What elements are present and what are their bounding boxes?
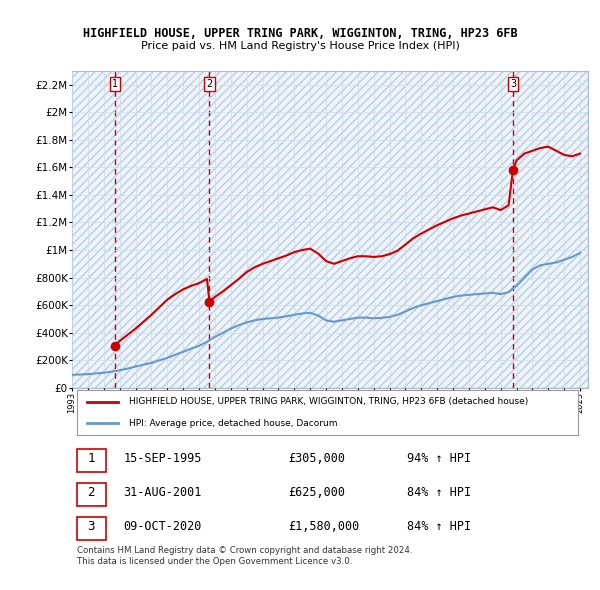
FancyBboxPatch shape	[77, 516, 106, 540]
Text: HIGHFIELD HOUSE, UPPER TRING PARK, WIGGINTON, TRING, HP23 6FB: HIGHFIELD HOUSE, UPPER TRING PARK, WIGGI…	[83, 27, 517, 40]
Text: Price paid vs. HM Land Registry's House Price Index (HPI): Price paid vs. HM Land Registry's House …	[140, 41, 460, 51]
Text: Contains HM Land Registry data © Crown copyright and database right 2024.
This d: Contains HM Land Registry data © Crown c…	[77, 546, 413, 566]
Text: 1: 1	[112, 78, 118, 88]
Text: 2: 2	[206, 78, 212, 88]
Text: HPI: Average price, detached house, Dacorum: HPI: Average price, detached house, Daco…	[129, 419, 337, 428]
Text: 94% ↑ HPI: 94% ↑ HPI	[407, 452, 472, 465]
Text: 84% ↑ HPI: 84% ↑ HPI	[407, 486, 472, 499]
Text: 3: 3	[510, 78, 516, 88]
Text: 1: 1	[88, 452, 95, 465]
FancyBboxPatch shape	[77, 391, 578, 435]
FancyBboxPatch shape	[77, 483, 106, 506]
Text: 84% ↑ HPI: 84% ↑ HPI	[407, 520, 472, 533]
Text: 31-AUG-2001: 31-AUG-2001	[124, 486, 202, 499]
Text: 2: 2	[88, 486, 95, 499]
Text: £305,000: £305,000	[289, 452, 346, 465]
FancyBboxPatch shape	[77, 449, 106, 472]
Text: £1,580,000: £1,580,000	[289, 520, 360, 533]
Text: 09-OCT-2020: 09-OCT-2020	[124, 520, 202, 533]
Text: £625,000: £625,000	[289, 486, 346, 499]
Text: 3: 3	[88, 520, 95, 533]
Text: HIGHFIELD HOUSE, UPPER TRING PARK, WIGGINTON, TRING, HP23 6FB (detached house): HIGHFIELD HOUSE, UPPER TRING PARK, WIGGI…	[129, 397, 528, 407]
Text: 15-SEP-1995: 15-SEP-1995	[124, 452, 202, 465]
